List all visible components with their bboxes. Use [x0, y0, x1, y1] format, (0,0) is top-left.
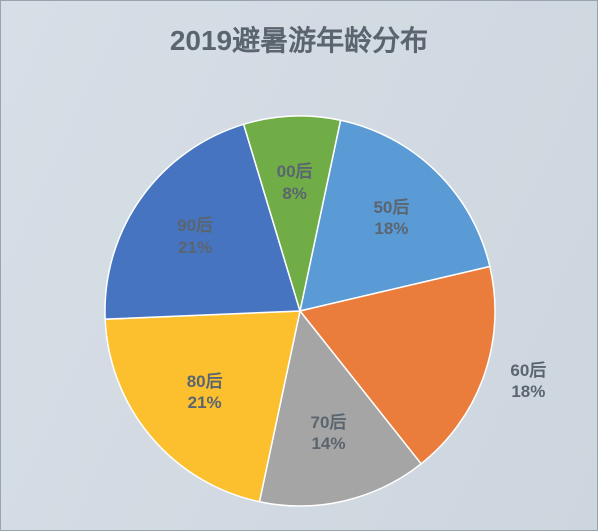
pie-slice-label: 50后18%	[373, 196, 409, 239]
pie-slice-label: 00后8%	[277, 161, 313, 204]
pie-slice-label: 70后14%	[311, 411, 347, 454]
pie-slice-label: 60后18%	[510, 359, 546, 402]
pie-chart-svg	[1, 1, 598, 531]
pie-slice-label: 80后21%	[187, 370, 223, 413]
pie-chart-container: 2019避暑游年龄分布 50后18%60后18%70后14%80后21%90后2…	[0, 0, 598, 531]
pie-slice-label: 90后21%	[177, 215, 213, 258]
